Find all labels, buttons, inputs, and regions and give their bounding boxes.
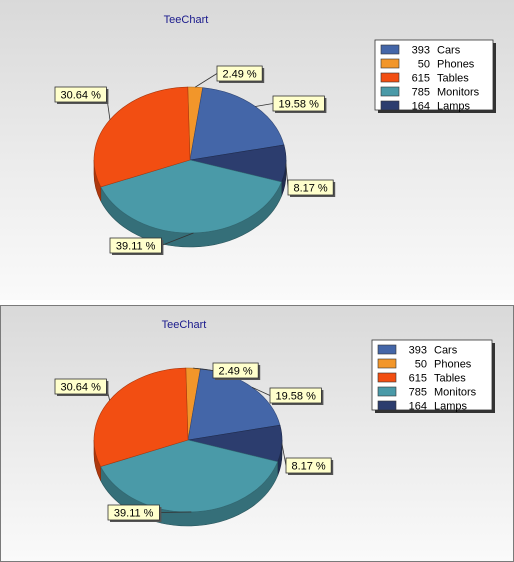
legend-value-cars: 393 xyxy=(409,345,427,357)
percent-label-box xyxy=(54,86,107,103)
label-leader-line xyxy=(159,511,192,513)
legend-value-tables: 615 xyxy=(409,373,427,385)
label-leader-line xyxy=(195,73,218,88)
pie-slice-monitors[interactable] xyxy=(100,159,282,234)
legend-value-lamps: 164 xyxy=(412,101,430,113)
percent-label-box xyxy=(216,65,263,82)
percent-label-box xyxy=(287,179,334,196)
label-leader-line xyxy=(251,386,271,396)
percent-label-lamps: 8.17 % xyxy=(291,461,325,473)
percent-label-phones: 2.49 % xyxy=(222,69,256,81)
pie-chart-bottom: TeeChart 2.49 % 19.58 % 8.17 % 39.11 % 30.64 … xyxy=(0,305,514,562)
legend-value-phones: 50 xyxy=(415,359,427,371)
legend-value-tables: 615 xyxy=(412,73,430,85)
label-leader-line xyxy=(255,103,274,107)
pie-chart-top: TeeChart 2.49 % 19.58 % 8.17 % 39.11 % 30.64 … xyxy=(0,0,514,300)
legend-swatch-lamps xyxy=(377,400,397,411)
chart-panel-top: TeeChart 2.49 % 19.58 % 8.17 % 39.11 % 30.64 … xyxy=(0,0,514,300)
legend-swatch-phones xyxy=(377,358,397,369)
percent-label-tables: 30.64 % xyxy=(61,382,102,394)
legend-label-cars: Cars xyxy=(434,345,458,357)
legend-label-monitors: Monitors xyxy=(437,87,480,99)
percent-label-box xyxy=(109,237,162,254)
legend-value-monitors: 785 xyxy=(409,387,427,399)
percent-label-box xyxy=(272,95,325,112)
legend-label-tables: Tables xyxy=(437,73,469,85)
pie-slice-tables[interactable] xyxy=(93,367,189,467)
legend-value-phones: 50 xyxy=(418,59,430,71)
legend-value-lamps: 164 xyxy=(409,401,427,413)
percent-label-monitors: 39.11 % xyxy=(116,241,156,253)
legend-value-monitors: 785 xyxy=(412,87,430,99)
legend-label-phones: Phones xyxy=(434,359,472,371)
percent-label-tables: 30.64 % xyxy=(61,90,102,102)
legend-swatch-monitors xyxy=(377,386,397,397)
percent-label-box xyxy=(212,362,259,379)
chart-panel-bottom: TeeChart 2.49 % 19.58 % 8.17 % 39.11 % 30.64 … xyxy=(0,305,514,562)
legend-swatch-lamps xyxy=(380,100,400,111)
legend-swatch-cars xyxy=(380,44,400,55)
chart-title: TeeChart xyxy=(164,14,209,26)
legend-label-monitors: Monitors xyxy=(434,387,477,399)
percent-label-box xyxy=(107,504,160,521)
pie-slice-tables[interactable] xyxy=(93,86,191,188)
percent-label-cars: 19.58 % xyxy=(276,391,317,403)
percent-label-monitors: 39.11 % xyxy=(114,508,154,520)
legend-value-cars: 393 xyxy=(412,45,430,57)
label-leader-line xyxy=(193,367,214,371)
legend-label-cars: Cars xyxy=(437,45,461,57)
legend-swatch-phones xyxy=(380,58,400,69)
legend-swatch-cars xyxy=(377,344,397,355)
legend-swatch-monitors xyxy=(380,86,400,97)
percent-label-phones: 2.49 % xyxy=(218,366,252,378)
label-leader-line xyxy=(281,443,287,466)
percent-label-cars: 19.58 % xyxy=(279,99,320,111)
legend-label-tables: Tables xyxy=(434,373,466,385)
percent-label-lamps: 8.17 % xyxy=(293,183,327,195)
chart-title: TeeChart xyxy=(162,319,207,331)
label-leader-line xyxy=(161,232,194,246)
legend-swatch-tables xyxy=(377,372,397,383)
legend-swatch-tables xyxy=(380,72,400,83)
legend-label-phones: Phones xyxy=(437,59,475,71)
legend-label-lamps: Lamps xyxy=(434,401,468,413)
percent-label-box xyxy=(269,387,322,404)
percent-label-box xyxy=(54,378,107,395)
pie-slice-cars[interactable] xyxy=(189,87,285,161)
percent-label-box xyxy=(285,457,332,474)
legend-label-lamps: Lamps xyxy=(437,101,471,113)
